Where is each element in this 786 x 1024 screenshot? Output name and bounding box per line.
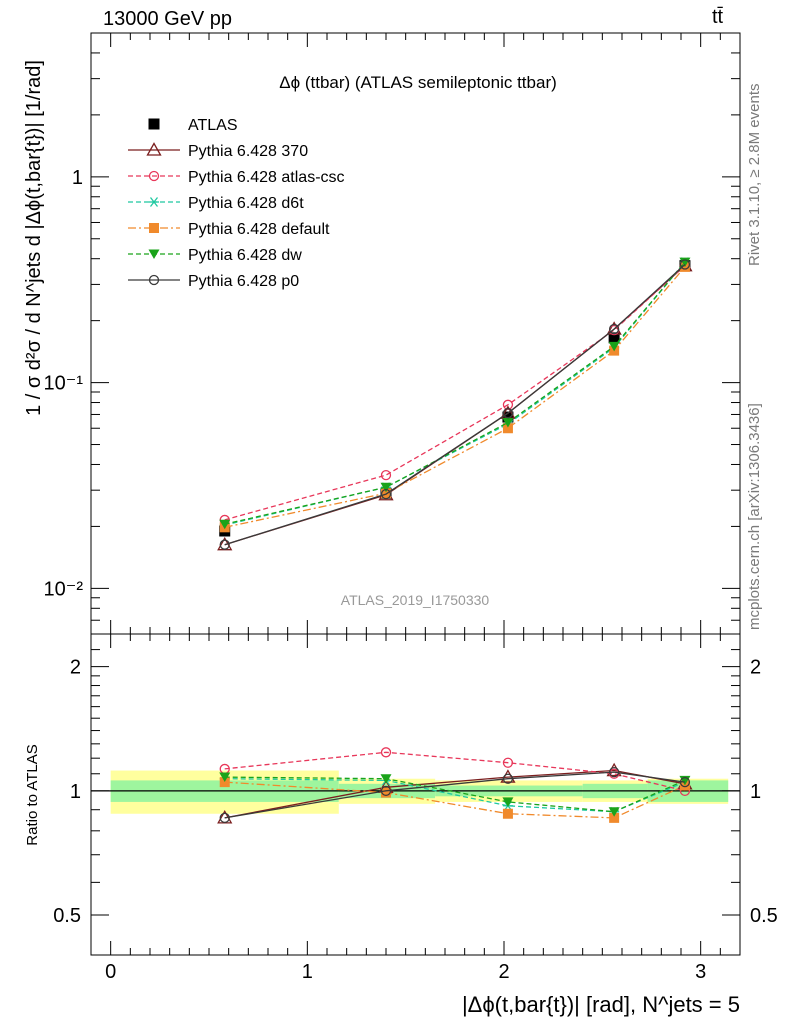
series-line	[224, 265, 686, 521]
chart-title: Δϕ (ttbar) (ATLAS semileptonic ttbar)	[279, 73, 557, 92]
series-point	[380, 469, 392, 481]
series-point	[679, 257, 691, 268]
ratio-point	[380, 774, 392, 784]
x-tick-label: 3	[695, 961, 706, 983]
asterisk-stroke	[149, 197, 159, 207]
ratio-axis-ticks	[91, 633, 740, 956]
analysis-watermark: ATLAS_2019_I1750330	[341, 592, 490, 608]
ratio-tick-label-right: 2	[750, 657, 761, 679]
x-axis-ticks	[110, 33, 741, 955]
y-tick-label: 1	[72, 167, 83, 189]
data-point	[608, 332, 620, 344]
legend	[128, 118, 180, 286]
ratio-point	[502, 797, 514, 807]
series-point	[679, 259, 691, 270]
series-pythia-6-428-p0	[219, 259, 691, 824]
legend-marker	[149, 197, 159, 207]
series-point	[502, 423, 513, 434]
legend-marker	[146, 142, 162, 156]
rivet-version-label: Rivet 3.1.10, ≥ 2.8M events	[746, 83, 763, 267]
series-line	[224, 261, 686, 526]
series-point	[502, 417, 514, 428]
legend-label: Pythia 6.428 p0	[188, 273, 299, 290]
series-point	[608, 341, 620, 352]
energy-label: 13000 GeV pp	[103, 8, 232, 30]
series-line	[224, 266, 686, 528]
ratio-point	[608, 766, 620, 778]
ratio-tick-label-left: 0.5	[53, 905, 81, 927]
ratio-tick-label-right: 1	[750, 781, 761, 803]
legend-marker-atlas	[148, 118, 160, 130]
series-point	[219, 539, 230, 550]
ratio-point	[608, 807, 620, 817]
ratio-line	[224, 776, 686, 813]
ratio-point	[502, 808, 513, 819]
ratio-point	[502, 773, 514, 784]
y-tick-label: 10⁻²	[44, 578, 84, 600]
series-pythia-6-428-default	[219, 261, 690, 823]
ratio-point	[502, 757, 514, 768]
legend-marker	[149, 223, 159, 233]
ratio-line	[224, 781, 686, 819]
ratio-point	[500, 769, 516, 783]
legend-marker	[148, 274, 160, 286]
series-point	[502, 408, 514, 419]
series-point	[380, 488, 392, 500]
ratio-point	[219, 772, 231, 783]
ratio-tick-label-left: 2	[70, 657, 81, 679]
ratio-point	[380, 747, 392, 758]
ratio-bands	[110, 770, 729, 814]
series-line	[224, 265, 686, 546]
y-axis-ticks	[91, 32, 740, 635]
ratio-point	[679, 780, 690, 791]
ratio-point	[381, 787, 391, 798]
series-point	[381, 488, 391, 499]
mcplots-label: mcplots.cern.ch [arXiv:1306.3436]	[746, 403, 763, 630]
legend-label: ATLAS	[188, 117, 238, 134]
ratio-point	[679, 776, 691, 788]
x-tick-label: 0	[105, 961, 116, 983]
ratio-plot-frame	[90, 633, 741, 956]
legend-label: Pythia 6.428 dw	[188, 247, 302, 264]
series-point	[380, 482, 392, 493]
ratio-point	[219, 812, 230, 824]
series-point	[219, 519, 231, 530]
legend-label: Pythia 6.428 atlas-csc	[188, 169, 345, 186]
ratio-line	[224, 751, 686, 792]
legend-marker	[148, 170, 160, 182]
series-pythia-6-428-dw	[219, 257, 691, 817]
ratio-point	[609, 812, 620, 823]
series-pythia-6-428-d6t	[219, 257, 690, 817]
ratio-line	[224, 771, 685, 819]
ratio-tick-label-right: 0.5	[750, 905, 778, 927]
ratio-point	[380, 785, 392, 796]
series-line	[224, 261, 686, 525]
legend-label: Pythia 6.428 d6t	[188, 195, 304, 212]
process-label: tt̄	[712, 6, 724, 28]
y-tick-label: 10⁻¹	[44, 373, 84, 395]
ratio-point	[219, 777, 230, 788]
legend-label: Pythia 6.428 default	[188, 221, 330, 238]
ratio-tick-label-left: 1	[70, 781, 81, 803]
y-axis-label: 1 / σ d²σ / d N^jets d |Δϕ(t,bar{t})| [1…	[23, 60, 45, 416]
legend-label: Pythia 6.428 370	[188, 143, 308, 160]
x-axis-label: |Δϕ(t,bar{t})| [rad], N^jets = 5	[462, 992, 740, 1017]
legend-marker	[148, 249, 160, 259]
ratio-axis-label: Ratio to ATLAS	[24, 744, 41, 845]
data-series-atlas	[219, 260, 691, 537]
series-point	[608, 323, 620, 335]
series-line	[224, 264, 686, 546]
x-tick-label: 1	[302, 961, 313, 983]
x-tick-label: 2	[498, 961, 509, 983]
